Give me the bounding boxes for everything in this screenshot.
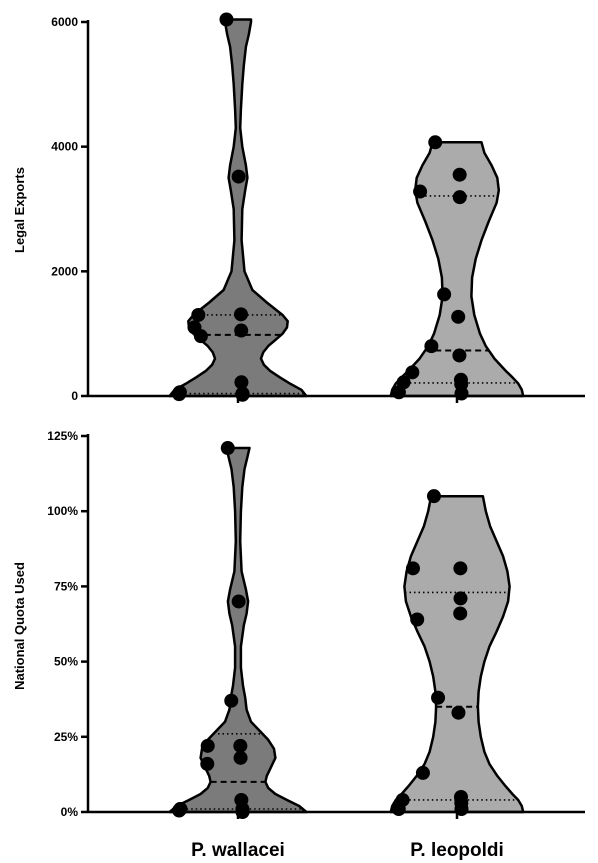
- data-point: [191, 307, 206, 322]
- y-tick-label: 125%: [47, 429, 78, 443]
- violin-body: [389, 494, 525, 814]
- category-label-p-leopoldi: P. leopoldi: [410, 840, 504, 861]
- data-point: [452, 190, 467, 205]
- data-point: [428, 135, 443, 150]
- data-point: [426, 489, 441, 504]
- y-tick-label: 50%: [54, 655, 78, 669]
- category-labels: P. wallacei P. leopoldi: [191, 840, 504, 861]
- y-tick-label: 0: [71, 389, 78, 403]
- y-tick-label: 25%: [54, 730, 78, 744]
- data-point: [452, 167, 467, 182]
- y-tick-label: 100%: [47, 504, 78, 518]
- data-point: [424, 339, 439, 354]
- data-point: [233, 738, 248, 753]
- plot-area-legal-exports: 0 2000 4000 6000: [51, 12, 585, 403]
- y-axis-label-bottom: National Quota Used: [12, 562, 27, 690]
- data-point: [219, 12, 234, 27]
- plot-area-national-quota: 0% 25% 50% 75% 100% 125%: [47, 429, 585, 819]
- data-point: [405, 365, 420, 380]
- category-label-p-wallacei: P. wallacei: [191, 840, 285, 861]
- data-point: [220, 441, 235, 456]
- data-point: [452, 348, 467, 363]
- data-point: [405, 561, 420, 576]
- data-point: [413, 184, 428, 199]
- data-point: [234, 323, 249, 338]
- data-point: [231, 169, 246, 184]
- y-axis-label-top: Legal Exports: [12, 167, 27, 253]
- data-point: [453, 606, 468, 621]
- panel-national-quota: National Quota Used 0% 25% 50% 75% 100% 125%: [12, 429, 585, 819]
- y-tick-label: 4000: [51, 140, 78, 154]
- data-point: [391, 801, 406, 816]
- data-point: [234, 375, 249, 390]
- data-point: [224, 693, 239, 708]
- data-point: [451, 705, 466, 720]
- data-point: [415, 765, 430, 780]
- data-point: [410, 612, 425, 627]
- data-point: [451, 309, 466, 324]
- data-point: [437, 287, 452, 302]
- data-point: [453, 561, 468, 576]
- data-point: [193, 329, 208, 344]
- data-point: [231, 594, 246, 609]
- y-tick-label: 75%: [54, 579, 78, 593]
- data-point: [453, 591, 468, 606]
- data-point: [200, 738, 215, 753]
- y-tick-label: 2000: [51, 264, 78, 278]
- data-point: [233, 307, 248, 322]
- data-point: [172, 803, 187, 818]
- y-tick-label: 0%: [61, 805, 79, 819]
- data-point: [431, 690, 446, 705]
- y-tick-label: 6000: [51, 15, 78, 29]
- panel-legal-exports: Legal Exports 0 2000 4000 6000: [12, 12, 585, 403]
- violin-body: [168, 18, 308, 398]
- data-point: [233, 750, 248, 765]
- data-point: [200, 756, 215, 771]
